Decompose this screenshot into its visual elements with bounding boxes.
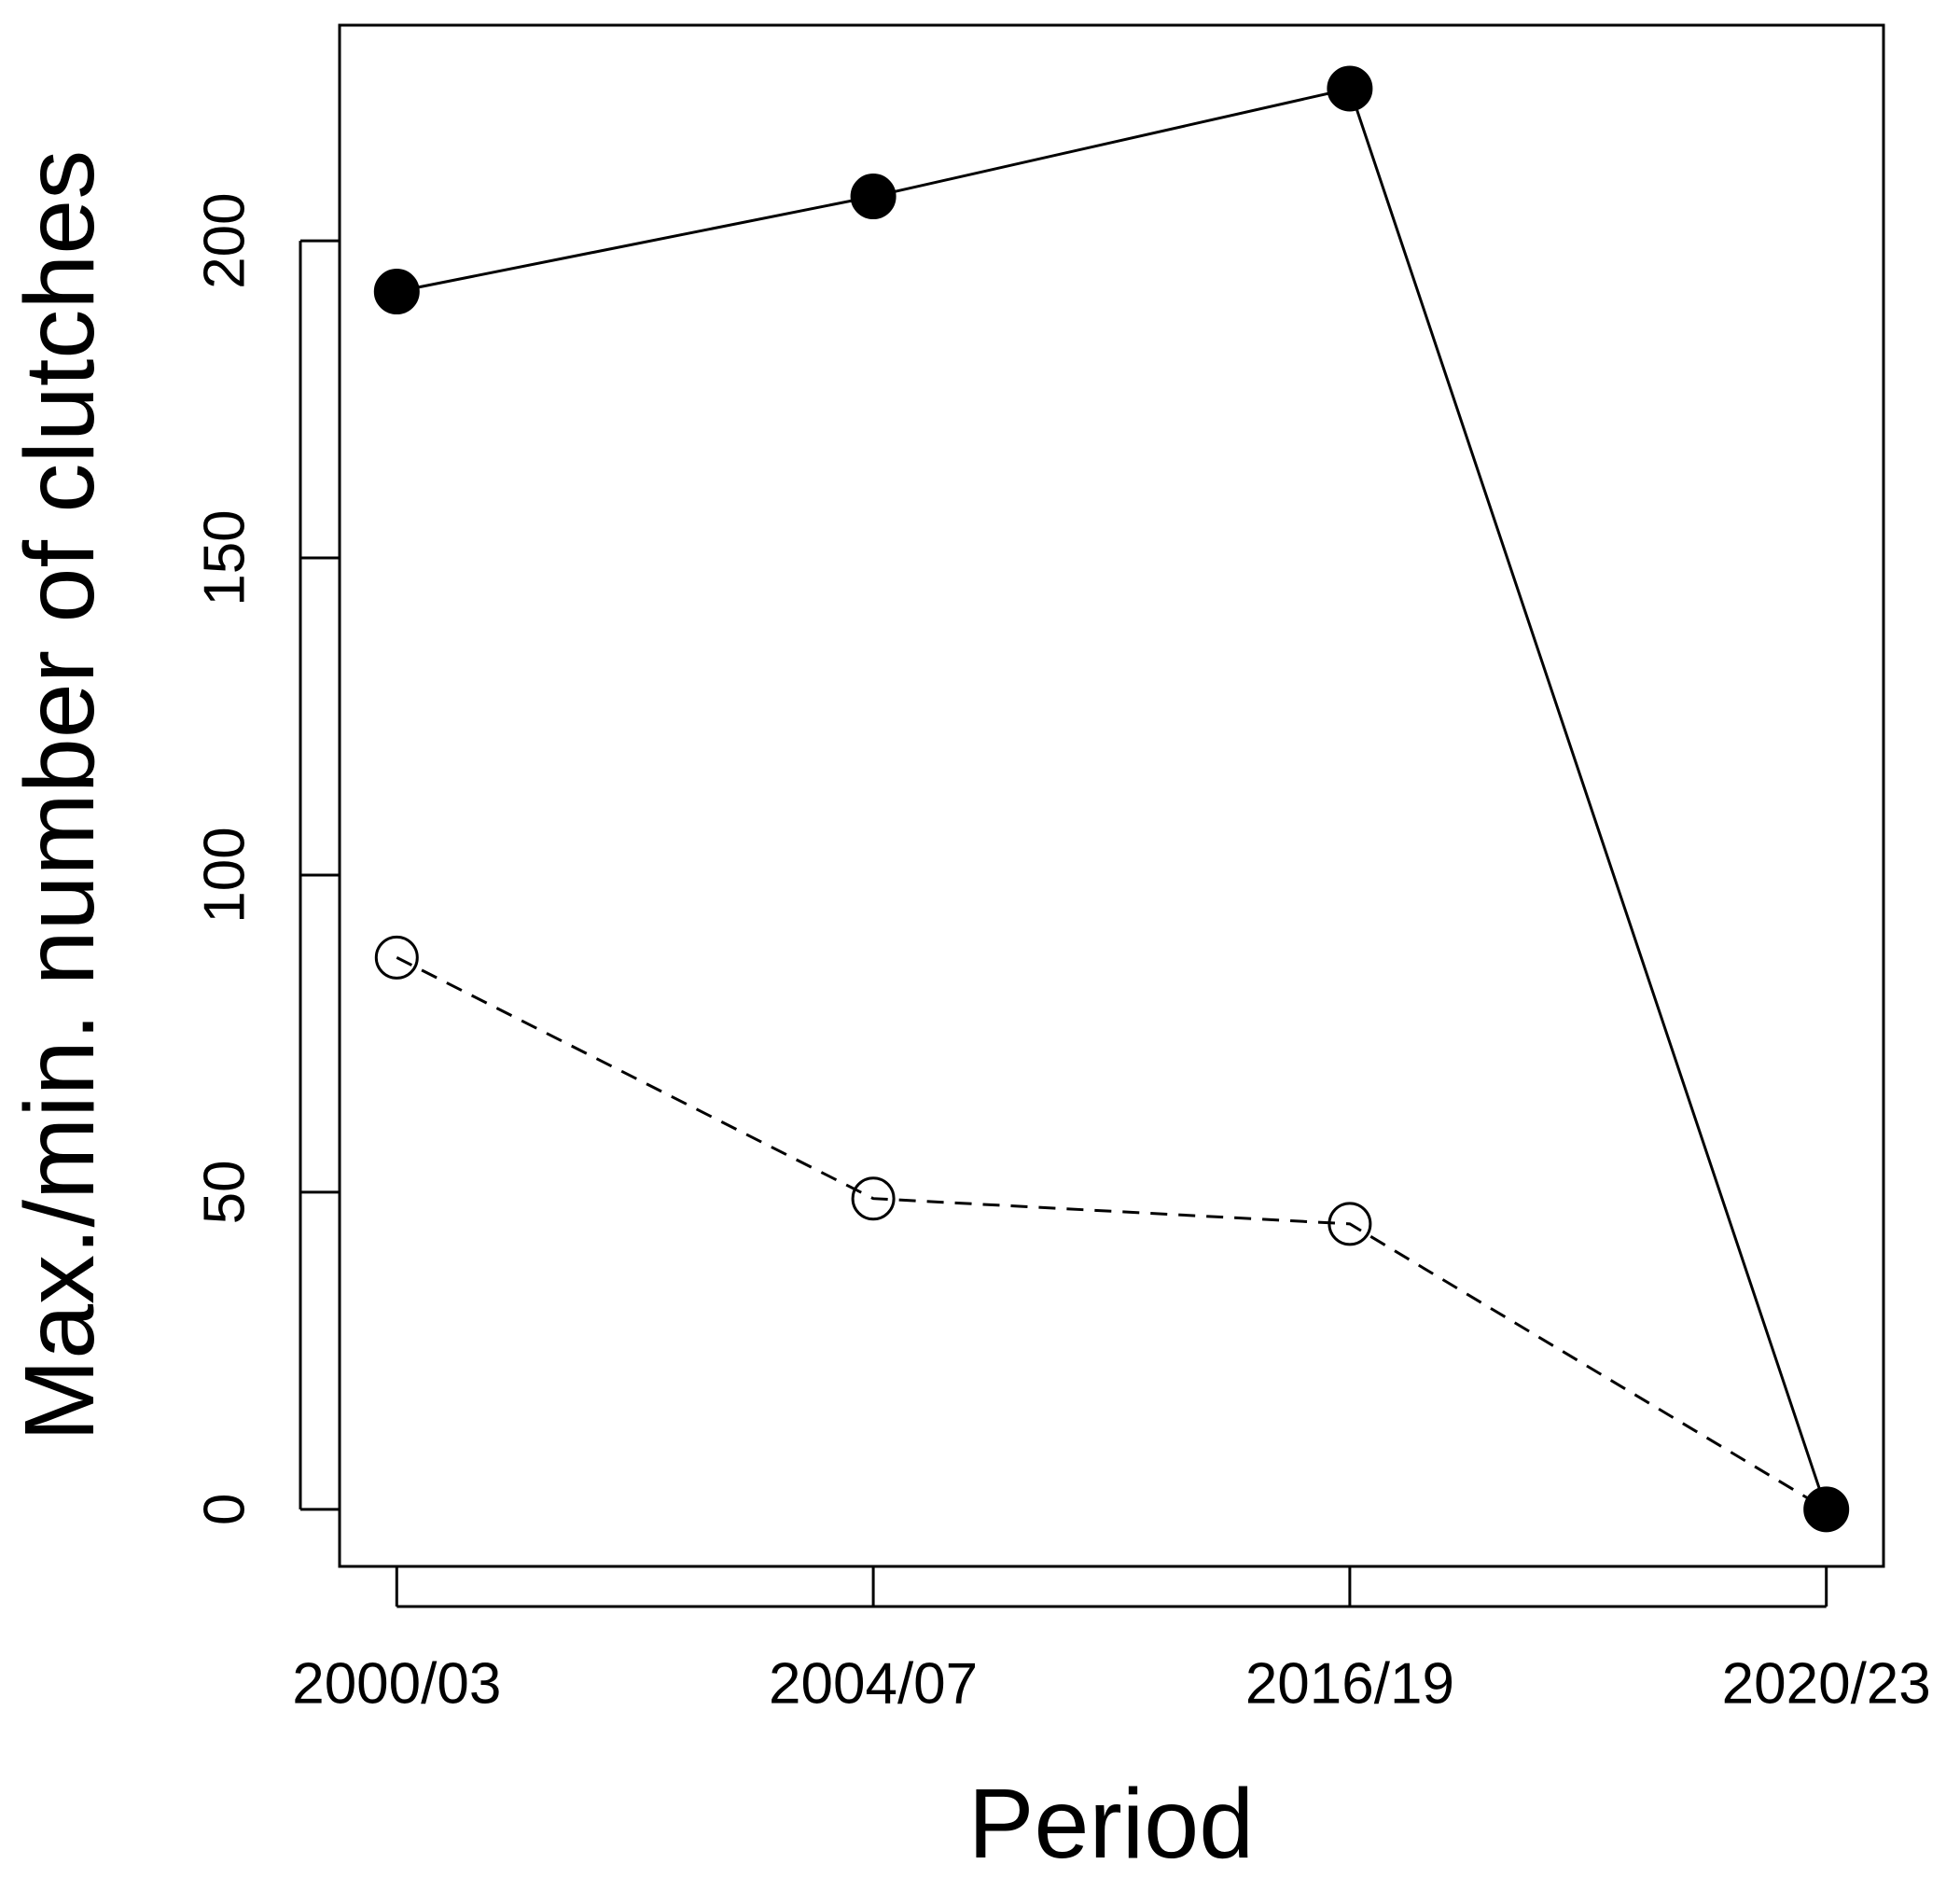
y-axis-title: Max./min. number of clutches	[5, 150, 115, 1441]
y-tick-label: 200	[192, 192, 257, 288]
point	[373, 269, 420, 315]
series-line	[396, 956, 1828, 1511]
y-tick-label: 50	[192, 1160, 257, 1224]
x-tick-label: 2000/03	[292, 1651, 501, 1716]
point	[1327, 65, 1373, 112]
plot-frame	[338, 23, 1885, 1568]
point	[1804, 1487, 1849, 1532]
x-tick-label: 2004/07	[769, 1651, 978, 1716]
y-tick-label: 100	[192, 827, 257, 923]
point	[851, 1176, 896, 1221]
y-tick-label: 0	[192, 1494, 257, 1525]
x-tick-label: 2016/19	[1245, 1651, 1454, 1716]
series-line	[396, 87, 1828, 1510]
x-tick-label: 2020/23	[1722, 1651, 1931, 1716]
x-axis-title: Period	[968, 1769, 1254, 1879]
point	[850, 174, 897, 220]
point	[374, 935, 419, 980]
point	[1328, 1202, 1372, 1246]
y-tick-label: 150	[192, 509, 257, 605]
